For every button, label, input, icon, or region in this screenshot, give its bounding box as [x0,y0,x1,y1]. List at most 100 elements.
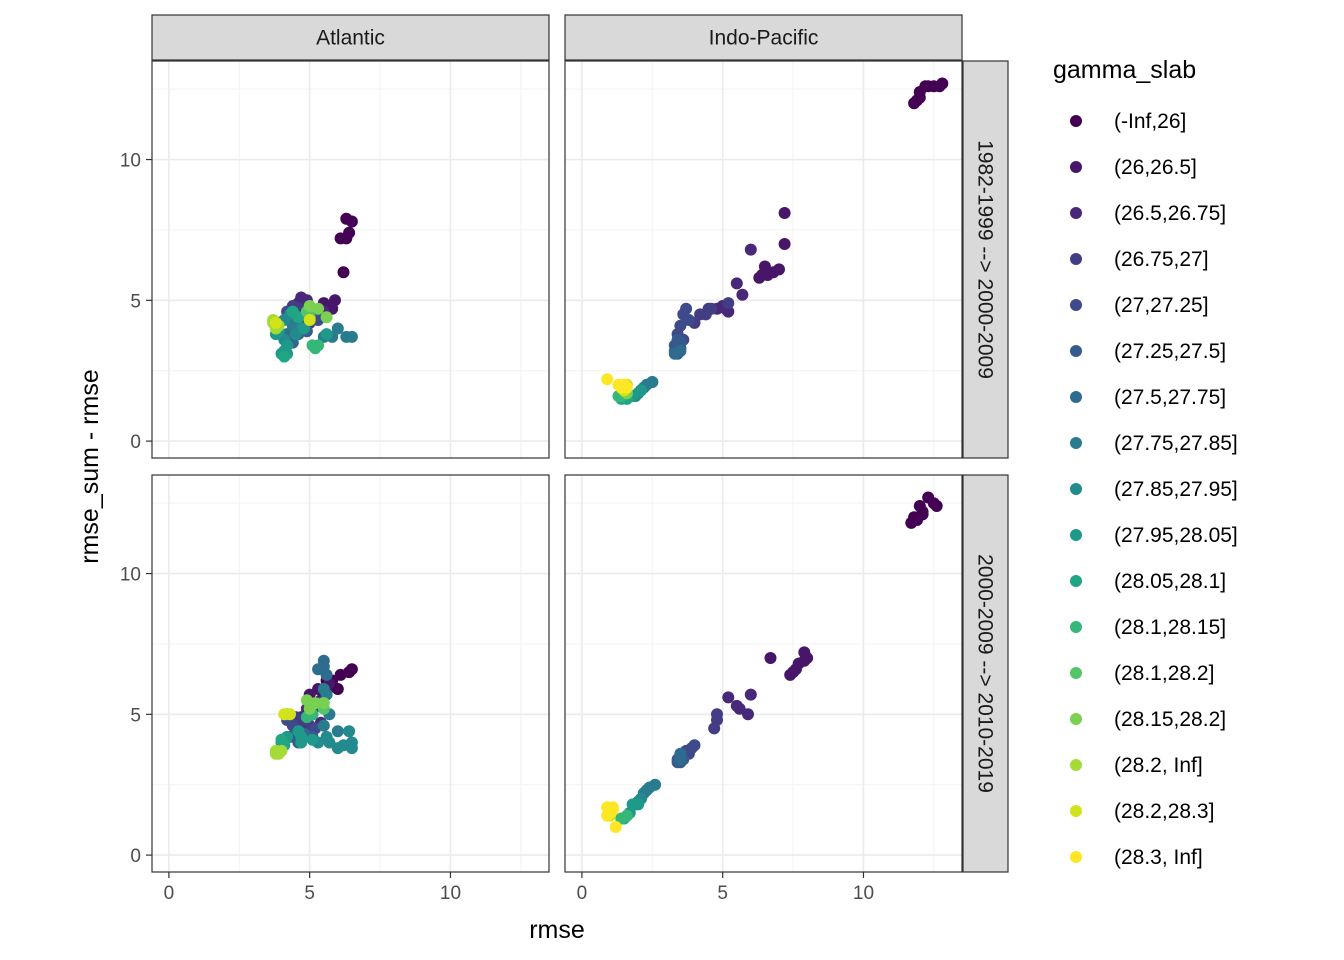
legend-entry: (27.5,27.75] [1070,386,1226,409]
data-point [345,330,358,343]
data-point [730,277,743,290]
data-point [281,339,294,352]
x-tick-label: 10 [440,883,461,904]
panel-border [151,474,550,873]
data-point [773,263,785,276]
data-point [694,308,707,321]
data-point [722,297,735,310]
data-point [736,288,749,301]
legend-entry: (27.75,27.85] [1070,432,1238,455]
data-point [778,238,791,250]
panel-border [564,474,963,873]
data-point [340,232,353,245]
row-strip-label: 1982-1999 --> 2000-2009 [974,140,997,379]
panels-layer [151,60,963,873]
data-point [668,347,681,360]
legend-entry: (28.15,28.2] [1070,708,1226,731]
row-strip-label: 2000-2009 --> 2010-2019 [974,554,997,793]
data-point [682,314,695,326]
data-point [601,373,614,386]
data-point [911,94,923,107]
legend-entry: (28.1,28.2] [1070,662,1214,685]
data-point [708,722,721,735]
data-point [778,207,791,219]
x-axis-title: rmse [529,916,585,944]
legend-title: gamma_slab [1053,56,1196,84]
legend-label: (28.1,28.2] [1114,662,1214,685]
x-tick-label: 0 [164,883,175,904]
data-point [269,316,282,329]
data-point [922,80,935,93]
row-strip: 1982-1999 --> 2000-2009 [962,60,1009,459]
row-strip: 2000-2009 --> 2010-2019 [962,474,1009,873]
data-point [609,821,622,833]
strip-background [564,14,963,61]
data-point [649,778,662,791]
data-point [303,314,316,326]
legend-key [1070,391,1082,403]
legend-label: (27.95,28.05] [1114,524,1238,547]
facet-panel [564,474,963,873]
legend-key [1070,437,1082,449]
data-point [320,328,333,341]
legend: gamma_slab (-Inf,26] (26,26.5] (26.5,26.75]… [1053,56,1238,869]
column-strip: Atlantic [151,14,550,61]
data-point [744,688,757,701]
legend-entry: (27,27.25] [1070,294,1209,317]
axes-layer: 0 5 10 0 5 10 0 5 10 0 5 10 rmse rmse_sum - rmse [76,151,874,944]
data-point [733,702,746,715]
legend-key [1070,529,1082,541]
legend-key [1070,667,1082,679]
legend-entry: (28.2, Inf] [1070,754,1203,777]
strips-layer: Atlantic Indo-Pacific 1982-1999 --> 2000-2… [151,14,1009,873]
legend-label: (-Inf,26] [1114,110,1186,133]
y-tick-label: 0 [130,846,141,867]
data-point [711,708,723,721]
strip-background [962,60,1009,459]
data-point [674,753,687,766]
data-point [320,668,333,681]
data-point [278,350,291,363]
legend-entry: (28.3, Inf] [1070,846,1203,869]
data-point [331,725,344,738]
data-point [320,730,333,743]
x-tick-label: 10 [853,883,874,904]
data-point [269,747,282,760]
legend-key [1070,345,1082,357]
legend-key [1070,483,1082,495]
data-point [756,269,769,281]
legend-key [1070,805,1082,817]
data-point [620,809,633,822]
data-point [798,646,811,659]
y-tick-label: 5 [130,705,141,726]
legend-label: (28.15,28.2] [1114,708,1226,731]
data-point [635,384,647,397]
column-strip-label: Indo-Pacific [709,27,819,50]
legend-entry: (27.85,27.95] [1070,478,1238,501]
legend-label: (26.5,26.75] [1114,202,1226,225]
legend-key [1070,621,1082,633]
data-point [913,500,926,512]
data-point [312,663,325,676]
legend-entry: (26,26.5] [1070,156,1197,179]
data-point [705,302,718,315]
data-point [298,322,310,335]
legend-entry: (26.75,27] [1070,248,1209,271]
y-axis-title: rmse_sum - rmse [76,369,104,563]
legend-label: (27.5,27.75] [1114,386,1226,409]
data-point [646,376,659,388]
legend-label: (27.85,27.95] [1114,478,1238,501]
data-point [764,652,777,664]
data-point [606,801,619,814]
legend-label: (28.05,28.1] [1114,570,1226,593]
data-point [722,691,735,704]
legend-label: (28.3, Inf] [1114,846,1203,869]
data-point [337,266,350,279]
x-tick-label: 5 [717,883,728,904]
data-point [744,243,757,256]
legend-entry: (28.05,28.1] [1070,570,1226,593]
data-point [284,708,296,721]
data-point [320,311,333,324]
legend-key [1070,713,1082,725]
column-strip: Indo-Pacific [564,14,963,61]
